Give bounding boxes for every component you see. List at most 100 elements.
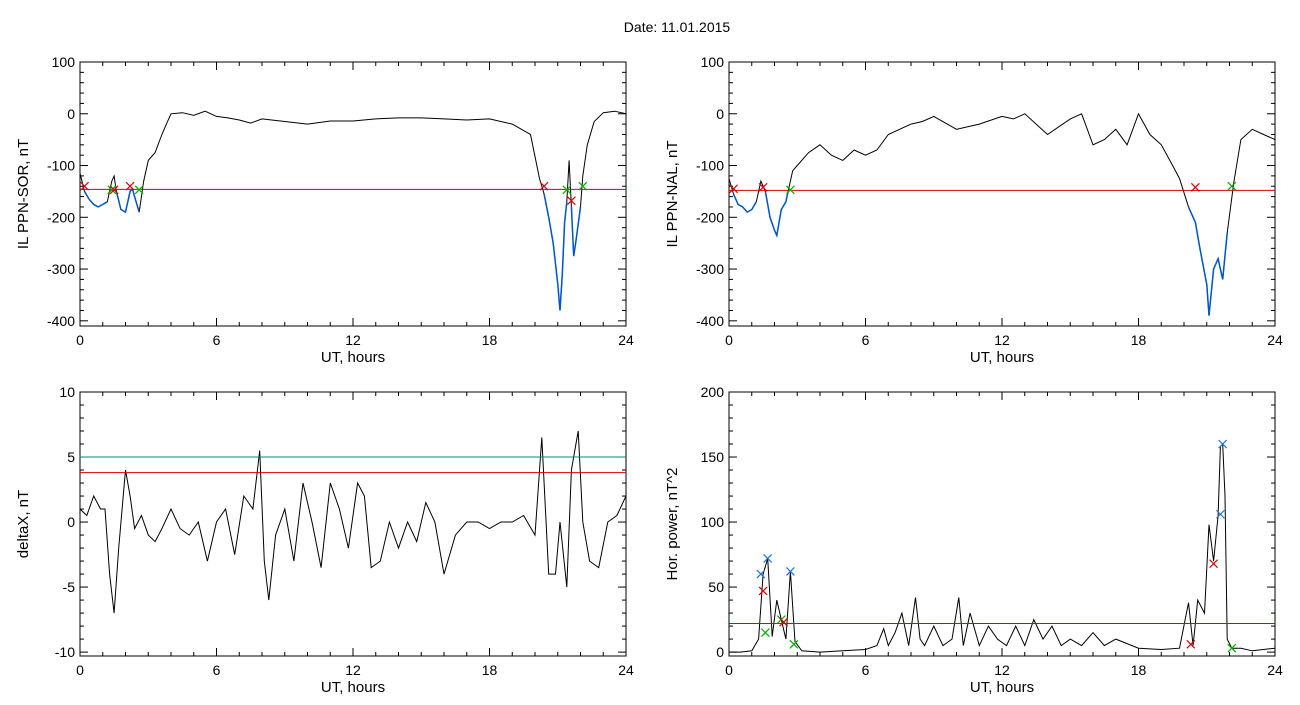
y-tick-label: -400 xyxy=(696,313,724,329)
x-tick-label: 24 xyxy=(618,662,634,678)
marker-green xyxy=(578,181,588,191)
x-tick-label: 24 xyxy=(618,332,634,348)
x-tick-label: 0 xyxy=(725,332,733,348)
y-tick-label: 150 xyxy=(701,449,725,465)
y-tick-label: -10 xyxy=(55,644,75,660)
marker-green xyxy=(789,639,799,649)
highlight-segment xyxy=(570,206,582,257)
y-tick-label: 0 xyxy=(716,644,724,660)
y-tick-label: 0 xyxy=(67,106,75,122)
chart-panel-deltax: 0 6 12 18 24 10 5 0 -5 -10 UT, hours deltaX, nT xyxy=(15,384,634,696)
marker-stroke xyxy=(1209,559,1218,569)
y-tick-label: 100 xyxy=(52,54,76,70)
marker-stroke xyxy=(1190,182,1200,192)
plot-frame xyxy=(728,391,1276,657)
y-tick-label: 50 xyxy=(708,579,724,595)
data-series-line xyxy=(80,110,626,311)
y-tick-label: 200 xyxy=(701,384,725,400)
marker-red xyxy=(1190,182,1200,192)
marker-stroke xyxy=(125,181,135,191)
x-axis-label: UT, hours xyxy=(321,349,385,366)
marker-stroke xyxy=(763,554,773,563)
x-tick-label: 18 xyxy=(482,662,498,678)
marker-stroke xyxy=(758,586,768,596)
data-series-line xyxy=(80,430,626,614)
marker-stroke xyxy=(786,567,795,576)
x-tick-label: 6 xyxy=(862,662,870,678)
marker-stroke xyxy=(786,185,795,195)
x-tick-label: 6 xyxy=(213,332,221,348)
x-axis-label: UT, hours xyxy=(321,679,385,696)
y-axis-label: deltaX, nT xyxy=(15,490,32,558)
x-tick-label: 12 xyxy=(994,662,1010,678)
page-title: Date: 11.01.2015 xyxy=(623,19,731,35)
marker-green xyxy=(562,185,572,195)
marker-stroke xyxy=(134,185,144,195)
marker-stroke xyxy=(756,569,766,579)
marker-green xyxy=(1227,181,1237,191)
y-tick-label: 0 xyxy=(67,514,75,530)
y-tick-label: -100 xyxy=(47,158,75,174)
y-tick-label: -300 xyxy=(47,261,75,277)
data-series-line xyxy=(729,442,1275,653)
marker-stroke xyxy=(1215,509,1225,519)
y-tick-label: -200 xyxy=(47,209,75,225)
y-tick-label: -400 xyxy=(47,313,75,329)
x-tick-label: 12 xyxy=(345,662,361,678)
x-tick-label: 24 xyxy=(1267,332,1283,348)
x-tick-label: 0 xyxy=(725,662,733,678)
marker-red xyxy=(1186,639,1196,649)
marker-stroke xyxy=(1218,439,1228,449)
marker-stroke xyxy=(80,181,89,191)
marker-green xyxy=(786,185,795,195)
x-tick-label: 6 xyxy=(862,332,870,348)
marker-stroke xyxy=(578,181,588,191)
marker-stroke xyxy=(109,185,119,195)
marker-green xyxy=(107,185,117,195)
y-axis-label: Hor. power, nT^2 xyxy=(664,468,681,581)
marker-stroke xyxy=(539,181,549,191)
marker-stroke xyxy=(1186,639,1196,649)
highlight-segment xyxy=(83,191,108,208)
marker-stroke xyxy=(729,184,738,194)
x-tick-label: 18 xyxy=(482,332,498,348)
highlight-segment xyxy=(764,191,789,238)
marker-red xyxy=(539,181,549,191)
marker-blue xyxy=(786,567,795,576)
marker-red xyxy=(125,181,135,191)
marker-stroke xyxy=(779,617,789,627)
marker-red xyxy=(109,185,119,195)
y-tick-label: 10 xyxy=(59,384,75,400)
marker-stroke xyxy=(107,185,117,195)
marker-green xyxy=(134,185,144,195)
x-axis-label: UT, hours xyxy=(970,679,1034,696)
x-tick-label: 6 xyxy=(213,662,221,678)
marker-stroke xyxy=(760,628,770,638)
plot-frame xyxy=(728,61,1276,327)
marker-green xyxy=(760,628,770,638)
x-axis-label: UT, hours xyxy=(970,349,1034,366)
y-tick-label: -300 xyxy=(696,261,724,277)
marker-stroke xyxy=(1227,643,1237,653)
highlight-segment xyxy=(1187,206,1228,316)
x-tick-label: 24 xyxy=(1267,662,1283,678)
y-axis-label: IL PPN-SOR, nT xyxy=(15,139,32,249)
y-tick-label: -100 xyxy=(696,158,724,174)
x-tick-label: 18 xyxy=(1131,662,1147,678)
chart-panel-nal: 0 6 12 18 24 100 0 -100 -200 -300 -400 UT, hours IL … xyxy=(664,54,1283,366)
marker-stroke xyxy=(1227,181,1237,191)
x-tick-label: 0 xyxy=(76,662,84,678)
marker-stroke xyxy=(562,185,572,195)
marker-red xyxy=(1209,559,1218,569)
marker-red xyxy=(729,184,738,194)
chart-panel-power: 0 6 12 18 24 200 150 100 50 0 UT, hours Hor. power,… xyxy=(664,384,1283,696)
y-tick-label: 100 xyxy=(701,514,725,530)
marker-blue xyxy=(756,569,766,579)
marker-red xyxy=(566,196,576,206)
y-tick-label: -200 xyxy=(696,209,724,225)
highlight-segment xyxy=(543,193,568,311)
y-tick-label: -5 xyxy=(63,579,76,595)
marker-blue xyxy=(1215,509,1225,519)
